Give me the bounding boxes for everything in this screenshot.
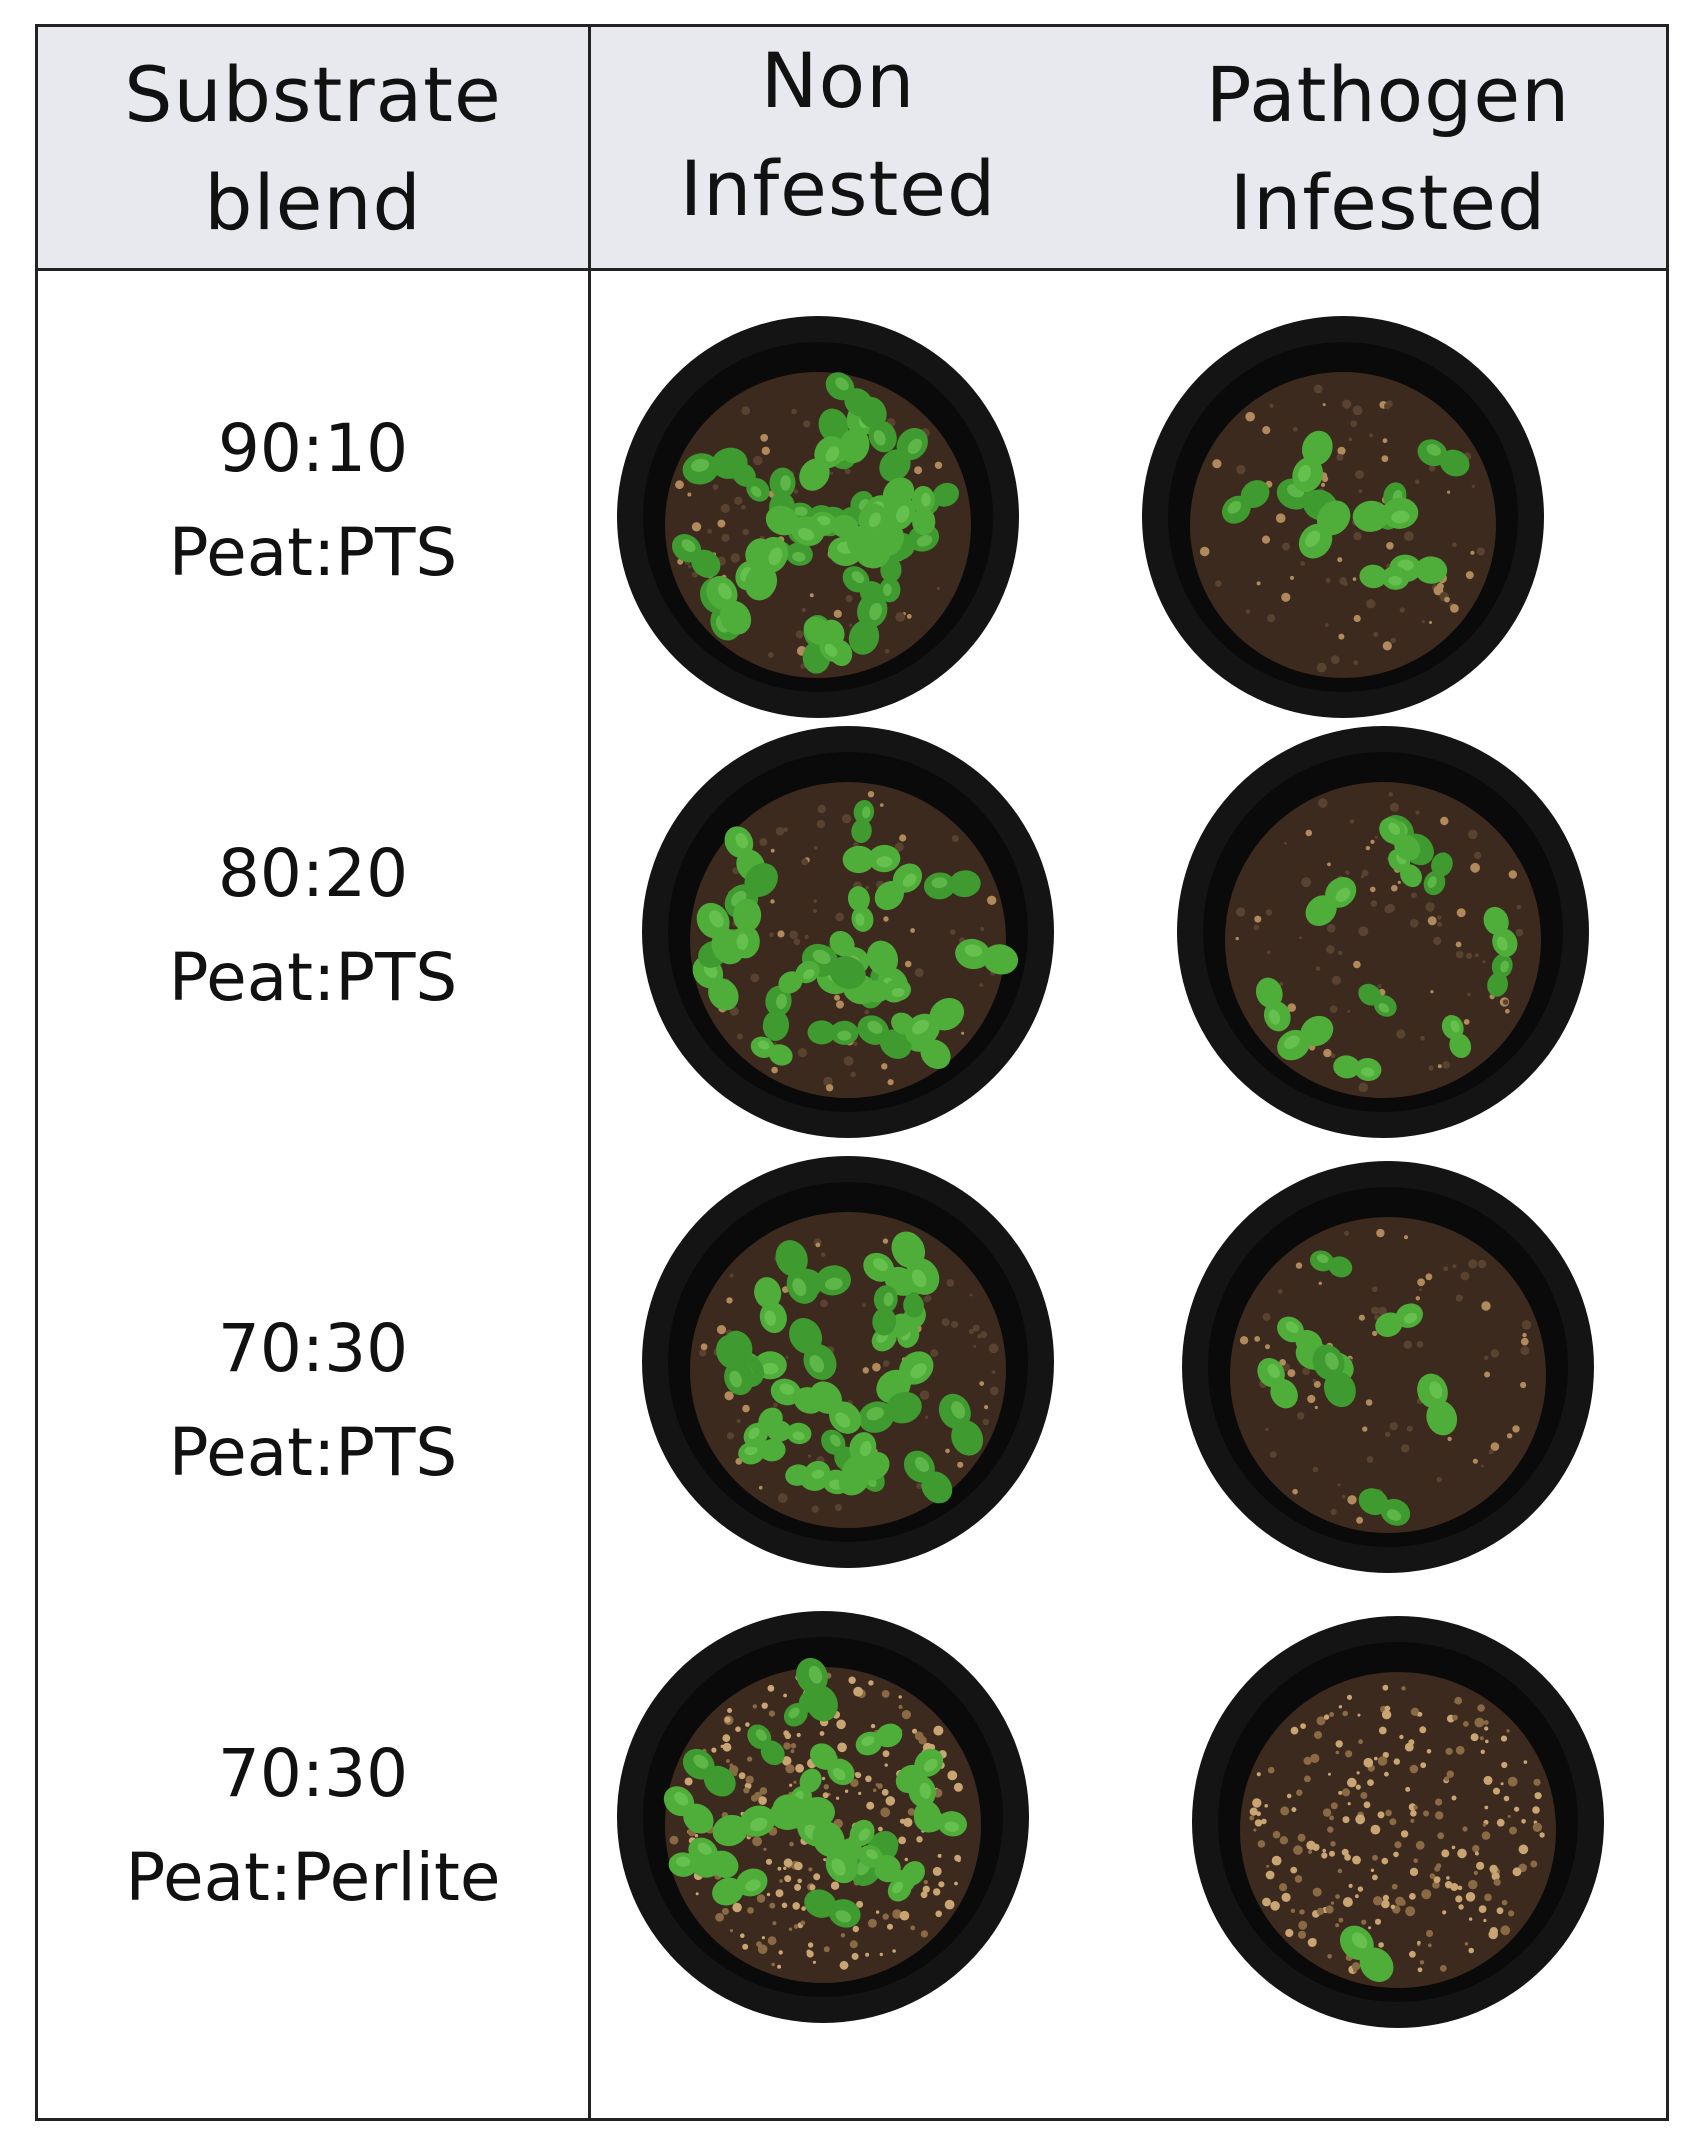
pot-photo [613, 1607, 1033, 2027]
pot-photo [638, 1152, 1058, 1572]
row-label-2: 80:20 Peat:PTS [38, 822, 588, 1030]
row-1-ratio: 90:10 [217, 410, 409, 487]
pot-photo [1173, 722, 1593, 1142]
pot-image [642, 726, 1054, 1138]
pot-photo [1138, 312, 1548, 722]
row-2-blend: Peat:PTS [168, 939, 458, 1016]
row-label-3: 70:30 Peat:PTS [38, 1297, 588, 1505]
column-divider [588, 27, 591, 2118]
row-3-blend: Peat:PTS [168, 1414, 458, 1491]
row-label-1: 90:10 Peat:PTS [38, 397, 588, 605]
pot-photo [638, 722, 1058, 1142]
pot-photo [1188, 1612, 1608, 2032]
pot-photo [1178, 1157, 1598, 1577]
pot-image [1177, 726, 1589, 1138]
pot-photo [613, 312, 1023, 722]
row-1-blend: Peat:PTS [168, 514, 458, 591]
row-label-4: 70:30 Peat:Perlite [38, 1722, 588, 1930]
comparison-table: Substrate blend Non Infested Pathogen In… [35, 24, 1669, 2121]
row-4-ratio: 70:30 [217, 1735, 409, 1812]
row-2-ratio: 80:20 [217, 835, 409, 912]
pot-image [1142, 316, 1544, 718]
pot-image [1192, 1616, 1604, 2028]
header-substrate-blend: Substrate blend [124, 50, 502, 247]
pot-image [617, 1611, 1029, 2023]
header-pathogen-infested: Pathogen Infested [1205, 50, 1571, 247]
pot-image [642, 1156, 1054, 1568]
pot-image [617, 316, 1019, 718]
table-header: Substrate blend Non Infested Pathogen In… [38, 27, 1666, 271]
row-4-blend: Peat:Perlite [125, 1839, 501, 1916]
pot-image [1182, 1161, 1594, 1573]
row-3-ratio: 70:30 [217, 1310, 409, 1387]
header-non-infested: Non Infested [679, 36, 997, 233]
